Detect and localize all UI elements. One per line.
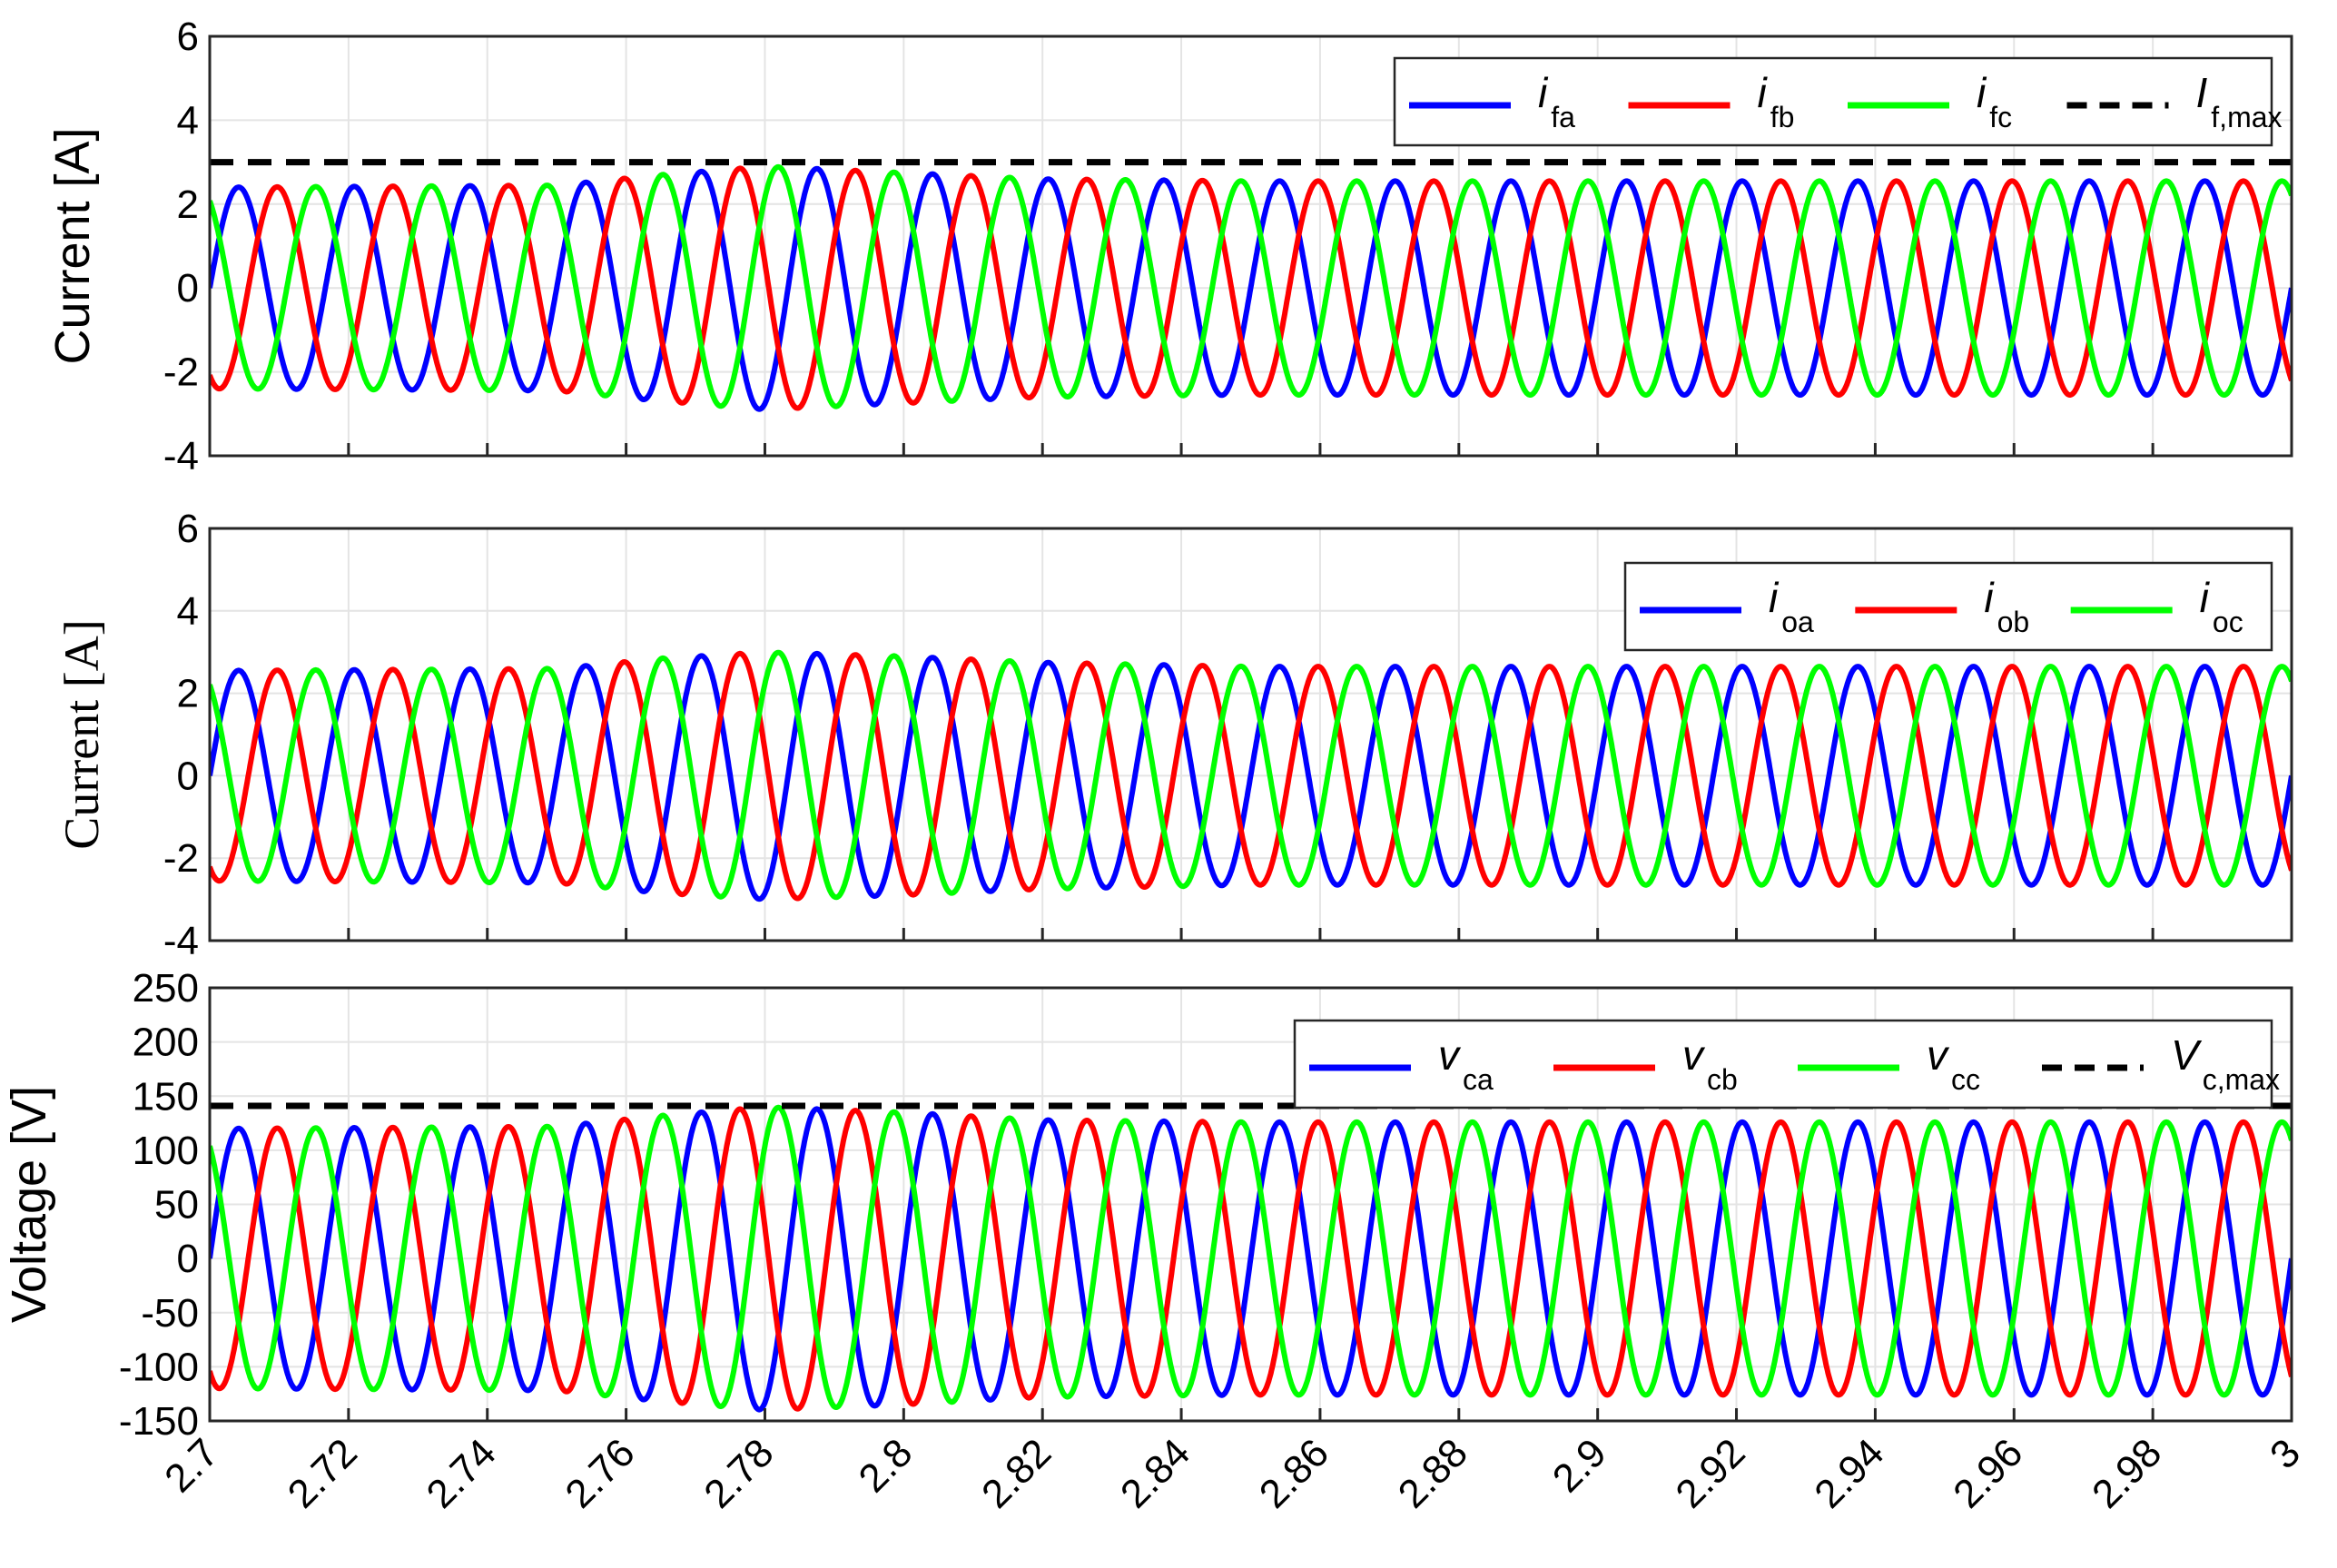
legend-box [1393, 56, 2273, 147]
legend-label: vca [1438, 1031, 1494, 1096]
legend: ifa ifb ifc If,max [1393, 56, 2283, 147]
x-tick-label: 2.92 [1667, 1430, 1753, 1516]
x-tick-label: 2.82 [973, 1430, 1060, 1516]
y-tick-label: 200 [133, 1021, 199, 1065]
y-tick-label: -2 [163, 350, 199, 395]
series-line-v-ca [210, 1106, 2292, 1413]
series-line-i-ob [210, 650, 2292, 902]
axes-frame [208, 35, 2293, 458]
series-line-i-fb [210, 165, 2292, 411]
series-line-i-fa [210, 165, 2292, 412]
y-tick-label: 150 [133, 1074, 199, 1119]
y-tick-label: -150 [119, 1399, 199, 1444]
current-filter-panel: -4 -2 0 2 4 6 Current [A] ifa ifb ifc If,max [45, 15, 2293, 478]
y-tick-label: 0 [177, 754, 199, 798]
y-axis-label: Current [A] [54, 619, 109, 849]
series-line-v-cc [210, 1104, 2292, 1410]
y-tick-label: -4 [163, 919, 199, 963]
axes-frame [208, 986, 2293, 1423]
legend-label: Vc,max [2171, 1031, 2280, 1096]
y-tick-label: -4 [163, 434, 199, 478]
legend-label: ioc [2200, 574, 2243, 638]
y-tick-label: 0 [177, 266, 199, 311]
plot-area [210, 159, 2292, 412]
y-tick-label: 50 [154, 1183, 199, 1228]
x-tick-label: 2.9 [1544, 1430, 1615, 1501]
legend-box [1293, 1019, 2273, 1109]
x-tick-label: 2.94 [1806, 1430, 1892, 1516]
legend: vca vcb vcc Vc,max [1293, 1019, 2280, 1109]
y-tick-label: 4 [177, 589, 199, 634]
legend: ioa iob ioc [1623, 561, 2273, 652]
series-line-i-oa [210, 650, 2292, 902]
series-line-i-fc [210, 163, 2292, 409]
x-tick-label: 2.86 [1251, 1430, 1337, 1516]
legend-label: vcc [1927, 1031, 1980, 1096]
x-tick-label: 2.96 [1945, 1430, 2031, 1516]
x-tick-label: 3 [2262, 1430, 2309, 1477]
y-tick-label: -2 [163, 836, 199, 881]
legend-label: ifb [1758, 69, 1795, 133]
y-tick-label: 0 [177, 1237, 199, 1281]
current-output-panel: -4 -2 0 2 4 6 Current [A] ioa iob ioc [54, 507, 2293, 963]
y-tick-label: 250 [133, 966, 199, 1011]
y-tick-label: 6 [177, 15, 199, 59]
y-tick-label: 6 [177, 507, 199, 551]
legend-label: vcb [1682, 1031, 1738, 1096]
legend-label: ifc [1977, 69, 2012, 133]
y-tick-label: 100 [133, 1129, 199, 1173]
y-axis-label: Current [A] [45, 127, 100, 364]
x-tick-label: 2.88 [1390, 1430, 1476, 1516]
x-tick-label: 2.76 [557, 1430, 643, 1516]
axes-frame [208, 527, 2293, 942]
y-tick-label: 2 [177, 182, 199, 227]
y-axis-label: Voltage [V] [2, 1086, 56, 1323]
x-tick-label: 2.84 [1112, 1430, 1198, 1516]
series-line-v-cb [210, 1106, 2292, 1412]
plot-area [210, 649, 2292, 902]
x-tick-label: 2.8 [851, 1430, 922, 1501]
legend-label: ifa [1538, 69, 1575, 133]
voltage-panel: -150 -100 -50 0 50 100 150 200 250 Voltage [V] 2.7… [2, 966, 2309, 1517]
y-tick-label: 4 [177, 98, 199, 143]
legend-box [1623, 561, 2273, 652]
x-tick-label: 2.98 [2084, 1430, 2170, 1516]
y-tick-label: -100 [119, 1345, 199, 1389]
series-line-i-oc [210, 649, 2292, 901]
x-tick-label: 2.78 [695, 1430, 782, 1516]
y-tick-label: 2 [177, 672, 199, 716]
legend-label: iob [1984, 574, 2029, 638]
x-tick-label: 2.72 [280, 1430, 366, 1516]
y-tick-label: -50 [141, 1291, 199, 1336]
legend-label: If,max [2196, 69, 2283, 133]
x-tick-label: 2.74 [419, 1430, 505, 1516]
legend-label: ioa [1769, 574, 1814, 638]
